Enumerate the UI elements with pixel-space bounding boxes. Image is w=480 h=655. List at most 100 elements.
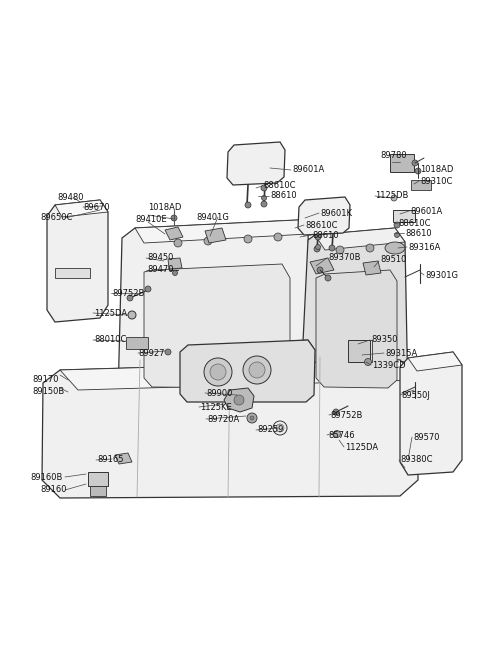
Text: 88610C: 88610C: [263, 181, 296, 191]
Text: 88010C: 88010C: [94, 335, 126, 345]
Text: 89510: 89510: [380, 255, 407, 265]
Circle shape: [315, 234, 321, 240]
Circle shape: [145, 286, 151, 292]
Text: 89601K: 89601K: [320, 208, 352, 217]
Polygon shape: [224, 388, 254, 412]
Polygon shape: [315, 228, 405, 250]
Text: 89752B: 89752B: [330, 411, 362, 419]
Circle shape: [128, 311, 136, 319]
Bar: [350, 340, 372, 362]
Polygon shape: [47, 200, 108, 322]
Text: 1018AD: 1018AD: [148, 202, 181, 212]
Text: 1125DB: 1125DB: [375, 191, 408, 200]
Text: 89650C: 89650C: [40, 214, 72, 223]
Bar: [88, 472, 108, 486]
Circle shape: [250, 416, 254, 420]
Text: 89150B: 89150B: [32, 388, 64, 396]
Circle shape: [415, 168, 421, 174]
Circle shape: [394, 222, 400, 228]
Circle shape: [333, 409, 339, 415]
Polygon shape: [316, 270, 397, 388]
Text: 89316A: 89316A: [408, 242, 440, 252]
Circle shape: [412, 160, 418, 166]
Circle shape: [314, 246, 320, 252]
Circle shape: [243, 356, 271, 384]
Text: 89780: 89780: [380, 151, 407, 160]
Text: 89570: 89570: [413, 432, 440, 441]
Text: 89165: 89165: [97, 455, 123, 464]
Polygon shape: [168, 258, 182, 269]
Polygon shape: [205, 228, 226, 243]
Text: 89720A: 89720A: [207, 415, 239, 424]
Polygon shape: [55, 200, 108, 217]
Text: 89370B: 89370B: [328, 253, 360, 263]
Circle shape: [172, 271, 178, 276]
Ellipse shape: [385, 242, 405, 254]
Bar: [55, 268, 90, 278]
Circle shape: [165, 349, 171, 355]
Text: 89900: 89900: [206, 388, 232, 398]
Text: 88610: 88610: [312, 231, 338, 240]
Polygon shape: [165, 227, 183, 240]
Text: 89670: 89670: [83, 204, 109, 212]
Circle shape: [317, 267, 323, 273]
Text: 1125DA: 1125DA: [345, 443, 378, 451]
Polygon shape: [115, 453, 132, 464]
Polygon shape: [118, 220, 315, 410]
Polygon shape: [60, 360, 418, 390]
Text: 89310C: 89310C: [420, 176, 452, 185]
Text: 89410E: 89410E: [135, 214, 167, 223]
Text: 88610C: 88610C: [398, 219, 431, 227]
Text: 89470: 89470: [147, 265, 173, 274]
Circle shape: [366, 244, 374, 252]
Polygon shape: [144, 264, 290, 388]
Text: 1125DA: 1125DA: [94, 309, 127, 318]
Polygon shape: [298, 197, 350, 235]
Circle shape: [262, 195, 266, 200]
Polygon shape: [227, 142, 285, 185]
Text: 89315A: 89315A: [385, 348, 417, 358]
Polygon shape: [180, 340, 315, 402]
Text: 89259: 89259: [257, 426, 283, 434]
Text: 89450: 89450: [147, 253, 173, 263]
Bar: [411, 180, 431, 190]
Polygon shape: [135, 220, 308, 243]
Circle shape: [315, 244, 321, 250]
Text: 89752B: 89752B: [112, 290, 144, 299]
Bar: [390, 154, 414, 172]
Circle shape: [210, 364, 226, 380]
Circle shape: [395, 233, 399, 238]
Circle shape: [276, 424, 284, 432]
Polygon shape: [310, 258, 334, 274]
Text: 88610: 88610: [405, 229, 432, 238]
Circle shape: [249, 362, 265, 378]
Circle shape: [244, 235, 252, 243]
Text: 89601A: 89601A: [292, 166, 324, 174]
Circle shape: [127, 295, 133, 301]
Circle shape: [171, 215, 177, 221]
Circle shape: [334, 430, 340, 438]
Circle shape: [174, 239, 182, 247]
Circle shape: [247, 413, 257, 423]
Bar: [393, 210, 415, 222]
Circle shape: [234, 395, 244, 405]
Circle shape: [204, 237, 212, 245]
Text: 89401G: 89401G: [196, 212, 229, 221]
Polygon shape: [300, 228, 408, 415]
Text: 89301G: 89301G: [425, 271, 458, 280]
Text: 1339CD: 1339CD: [372, 360, 406, 369]
Bar: [126, 337, 148, 349]
Circle shape: [204, 358, 232, 386]
Circle shape: [261, 185, 267, 191]
Circle shape: [261, 201, 267, 207]
Circle shape: [325, 275, 331, 281]
Circle shape: [329, 245, 335, 251]
Polygon shape: [363, 261, 381, 275]
Text: 1125KE: 1125KE: [200, 403, 232, 411]
Polygon shape: [42, 360, 418, 498]
Text: 88610C: 88610C: [305, 221, 337, 229]
Circle shape: [391, 195, 397, 201]
Polygon shape: [408, 352, 462, 371]
Text: 89480: 89480: [57, 193, 84, 202]
Text: 1018AD: 1018AD: [420, 166, 454, 174]
